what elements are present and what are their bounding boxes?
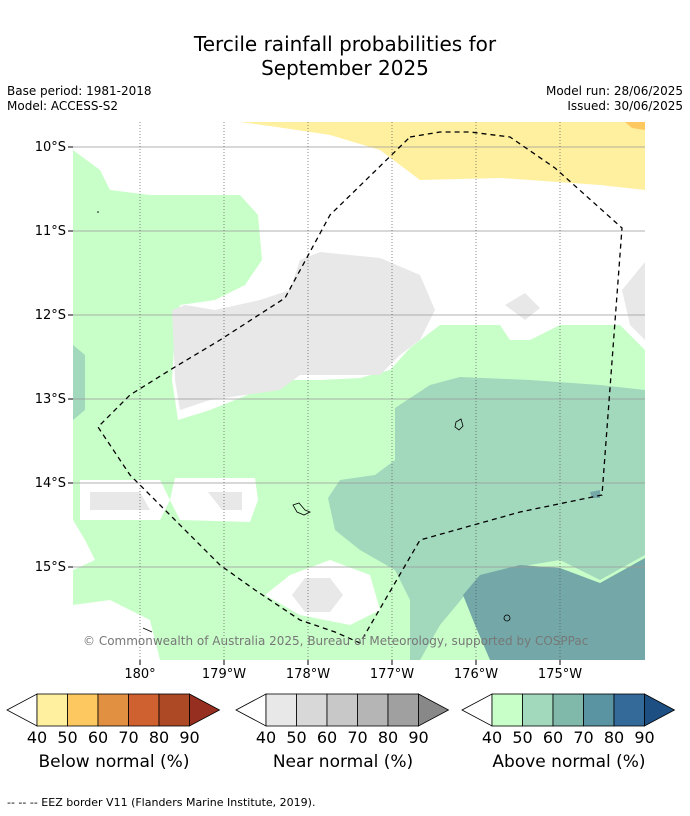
legend-caption-above: Above normal (%) bbox=[492, 752, 646, 772]
colorbar-tick-label: 90 bbox=[408, 728, 428, 747]
lat-label: 12°S bbox=[35, 308, 66, 323]
below-normal-region-50 bbox=[625, 122, 645, 130]
above-normal-region-50 bbox=[73, 345, 85, 420]
colorbar-segment bbox=[326, 693, 358, 727]
copyright-text: © Commonwealth of Australia 2025, Bureau… bbox=[83, 634, 588, 648]
colorbar-tick-label: 40 bbox=[256, 728, 276, 747]
base-period: Base period: 1981-2018 bbox=[7, 84, 152, 98]
lon-label: 179°W bbox=[202, 667, 246, 682]
colorbar-segment bbox=[128, 693, 160, 727]
colorbar-segment bbox=[36, 693, 68, 727]
lat-label: 15°S bbox=[35, 560, 66, 575]
eez-border bbox=[97, 131, 623, 644]
near-normal-region bbox=[505, 293, 540, 320]
white-gap bbox=[170, 478, 258, 522]
colorbar-tick-label: 80 bbox=[149, 728, 169, 747]
colorbar-arrow-right bbox=[418, 693, 450, 727]
colorbar-segment bbox=[158, 693, 190, 727]
colorbar-tick-label: 80 bbox=[378, 728, 398, 747]
colorbar-tick-label: 60 bbox=[88, 728, 108, 747]
colorbar-tick-label: 40 bbox=[27, 728, 47, 747]
colorbar-tick-label: 50 bbox=[512, 728, 532, 747]
model-run: Model run: 28/06/2025 bbox=[545, 84, 683, 98]
island-outline bbox=[454, 418, 464, 431]
colorbar-legends: 40 50 60 70 80 90 40 50 60 70 80 90 40 50 60 70 80 90 bbox=[6, 693, 676, 747]
model-name: Model: ACCESS-S2 bbox=[7, 99, 119, 113]
colorbar-segment bbox=[552, 693, 584, 727]
meta-right: Model run: 28/06/2025 Issued: 30/06/2025 bbox=[546, 84, 683, 114]
colorbar-tick-label: 50 bbox=[57, 728, 77, 747]
colorbar-1: 40 50 60 70 80 90 bbox=[235, 693, 450, 747]
colorbar-0: 40 50 60 70 80 90 bbox=[6, 693, 221, 747]
colorbar-arrow-right bbox=[189, 693, 221, 727]
colorbar-segment bbox=[491, 693, 523, 727]
meta-left: Base period: 1981-2018 Model: ACCESS-S2 bbox=[7, 84, 152, 114]
colorbar-segment bbox=[522, 693, 554, 727]
legend-caption-below: Below normal (%) bbox=[38, 752, 190, 772]
map-fills: © Commonwealth of Australia 2025, Bureau… bbox=[73, 122, 645, 660]
white-gap bbox=[73, 520, 95, 570]
colorbar-tick-label: 60 bbox=[543, 728, 563, 747]
colorbar-2: 40 50 60 70 80 90 bbox=[461, 693, 676, 747]
white-gap bbox=[73, 600, 160, 660]
near-normal-region bbox=[292, 578, 343, 612]
near-normal-region bbox=[172, 252, 435, 410]
colorbar-segment bbox=[67, 693, 99, 727]
island-outline bbox=[292, 502, 311, 516]
lat-gridlines bbox=[73, 146, 645, 568]
chart-title-line1: Tercile rainfall probabilities for bbox=[193, 32, 497, 56]
colorbar-arrow-right bbox=[644, 693, 676, 727]
chart-title-line2: September 2025 bbox=[261, 56, 429, 80]
axis-ticks bbox=[68, 146, 561, 665]
colorbar-tick-label: 90 bbox=[634, 728, 654, 747]
colorbar-arrow-left bbox=[6, 693, 38, 727]
colorbar-tick-label: 70 bbox=[347, 728, 367, 747]
lat-label: 14°S bbox=[35, 476, 66, 491]
colorbar-segment bbox=[613, 693, 645, 727]
lon-labels: 180° 179°W 178°W 177°W 176°W 175°W bbox=[124, 667, 582, 682]
near-normal-region bbox=[208, 492, 242, 510]
colorbar-arrow-left bbox=[461, 693, 493, 727]
lon-label: 176°W bbox=[454, 667, 498, 682]
colorbar-tick-label: 40 bbox=[482, 728, 502, 747]
above-normal-region-60 bbox=[463, 558, 645, 660]
colorbar-segment bbox=[97, 693, 129, 727]
colorbar-arrow-left bbox=[235, 693, 267, 727]
colorbar-segment bbox=[357, 693, 389, 727]
lat-label: 10°S bbox=[35, 140, 66, 155]
colorbar-segment bbox=[296, 693, 328, 727]
colorbar-tick-label: 70 bbox=[118, 728, 138, 747]
near-normal-region bbox=[90, 492, 150, 510]
colorbar-segment bbox=[265, 693, 297, 727]
lat-label: 13°S bbox=[35, 392, 66, 407]
colorbar-tick-label: 80 bbox=[604, 728, 624, 747]
lon-label: 180° bbox=[124, 667, 155, 682]
lon-label: 178°W bbox=[286, 667, 330, 682]
island-outline bbox=[142, 627, 153, 633]
lon-label: 177°W bbox=[370, 667, 414, 682]
legend-caption-near: Near normal (%) bbox=[272, 752, 414, 772]
issued-date: Issued: 30/06/2025 bbox=[567, 99, 683, 113]
colorbar-tick-label: 90 bbox=[179, 728, 199, 747]
colorbar-segment bbox=[583, 693, 615, 727]
colorbar-tick-label: 70 bbox=[573, 728, 593, 747]
colorbar-segment bbox=[387, 693, 419, 727]
lat-label: 11°S bbox=[35, 224, 66, 239]
colorbar-tick-label: 50 bbox=[286, 728, 306, 747]
above-normal-region-50 bbox=[328, 377, 645, 660]
lon-label: 175°W bbox=[538, 667, 582, 682]
below-normal-region bbox=[240, 122, 645, 190]
island-outline bbox=[503, 614, 511, 622]
lat-labels: 10°S 11°S 12°S 13°S 14°S 15°S bbox=[35, 140, 66, 575]
colorbar-tick-label: 60 bbox=[317, 728, 337, 747]
eez-footnote: -- -- -- EEZ border V11 (Flanders Marine… bbox=[7, 796, 316, 809]
island-outline bbox=[97, 211, 99, 213]
near-normal-region bbox=[622, 262, 645, 340]
